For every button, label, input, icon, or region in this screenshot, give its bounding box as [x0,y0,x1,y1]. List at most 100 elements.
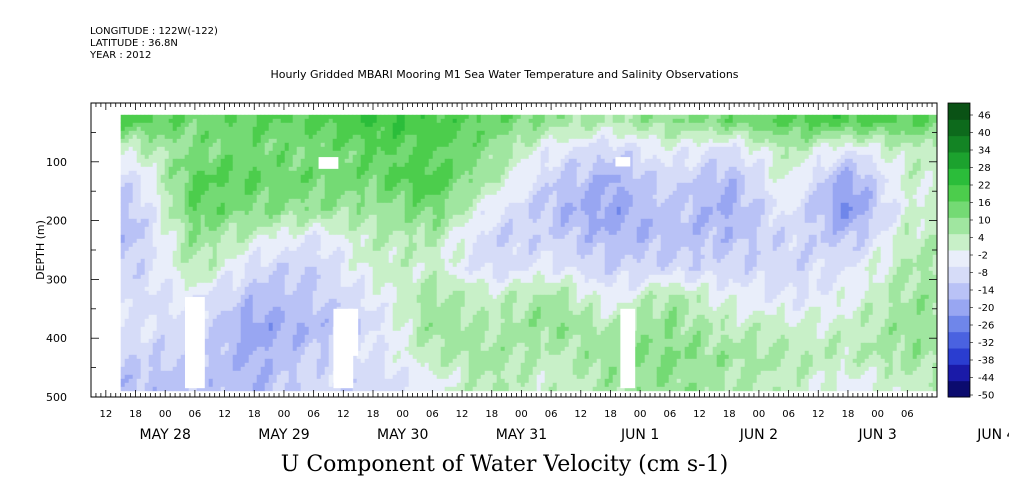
heatmap-cell [468,126,474,132]
heatmap-cell [872,206,878,212]
heatmap-cell [736,206,742,212]
heatmap-cell [840,122,846,128]
heatmap-cell [708,142,714,148]
heatmap-cell [608,154,614,160]
heatmap-cell [652,142,658,148]
heatmap-cell [260,130,266,136]
heatmap-cell [828,130,834,136]
heatmap-cell [308,162,314,168]
heatmap-cell [872,178,878,184]
heatmap-cell [304,142,310,148]
heatmap-cell [588,158,594,164]
heatmap-cell [828,150,834,156]
heatmap-cell [516,118,522,124]
heatmap-cell [608,206,614,212]
heatmap-cell [716,146,722,152]
heatmap-cell [752,138,758,144]
heatmap-cell [680,126,686,132]
heatmap-cell [904,162,910,168]
heatmap-cell [696,150,702,156]
heatmap-cell [700,150,706,156]
heatmap-cell [912,182,918,188]
heatmap-cell [132,126,138,132]
heatmap-cell [732,170,738,176]
heatmap-cell [468,130,474,136]
heatmap-cell [548,206,554,212]
heatmap-cell [588,190,594,196]
heatmap-cell [152,194,158,200]
heatmap-cell [792,170,798,176]
heatmap-cell [648,150,654,156]
heatmap-cell [484,134,490,140]
heatmap-cell [852,150,858,156]
heatmap-cell [340,210,346,216]
heatmap-cell [328,118,334,124]
heatmap-cell [276,190,282,196]
heatmap-cell [584,174,590,180]
heatmap-cell [352,142,358,148]
heatmap-cell [592,118,598,124]
heatmap-cell [224,118,230,124]
heatmap-cell [352,126,358,132]
heatmap-cell [912,198,918,204]
heatmap-cell [236,126,242,132]
heatmap-cell [492,198,498,204]
heatmap-cell [240,178,246,184]
heatmap-cell [612,114,618,120]
heatmap-cell [148,114,154,120]
heatmap-cell [716,174,722,180]
heatmap-cell [628,138,634,144]
heatmap-cell [748,150,754,156]
heatmap-cell [668,170,674,176]
heatmap-cell [148,154,154,160]
heatmap-cell [756,166,762,172]
heatmap-cell [568,134,574,140]
heatmap-cell [668,122,674,128]
heatmap-cell [464,190,470,196]
heatmap-cell [248,182,254,188]
heatmap-cell [700,118,706,124]
heatmap-cell [188,182,194,188]
heatmap-cell [764,134,770,140]
heatmap-cell [616,166,622,172]
heatmap-cell [364,122,370,128]
heatmap-cell [208,122,214,128]
heatmap-cell [164,122,170,128]
heatmap-cell [376,178,382,184]
heatmap-cell [608,170,614,176]
heatmap-cell [520,126,526,132]
heatmap-cell [308,206,314,212]
heatmap-cell [228,190,234,196]
velocity-field [120,114,937,392]
heatmap-cell [752,202,758,208]
heatmap-cell [408,150,414,156]
heatmap-cell [208,210,214,216]
heatmap-cell [692,122,698,128]
heatmap-cell [716,150,722,156]
heatmap-cell [300,210,306,216]
heatmap-cell [312,194,318,200]
heatmap-cell [424,182,430,188]
heatmap-cell [400,122,406,128]
heatmap-cell [348,194,354,200]
heatmap-cell [708,190,714,196]
heatmap-cell [488,166,494,172]
heatmap-cell [252,202,258,208]
heatmap-cell [840,114,846,120]
heatmap-cell [476,118,482,124]
heatmap-cell [848,190,854,196]
heatmap-cell [296,186,302,192]
heatmap-cell [900,198,906,204]
heatmap-cell [404,142,410,148]
heatmap-cell [860,190,866,196]
heatmap-cell [456,130,462,136]
heatmap-cell [272,126,278,132]
heatmap-cell [704,162,710,168]
heatmap-cell [780,198,786,204]
heatmap-cell [604,194,610,200]
heatmap-cell [676,166,682,172]
heatmap-cell [328,126,334,132]
heatmap-cell [312,138,318,144]
heatmap-cell [652,150,658,156]
heatmap-cell [504,146,510,152]
